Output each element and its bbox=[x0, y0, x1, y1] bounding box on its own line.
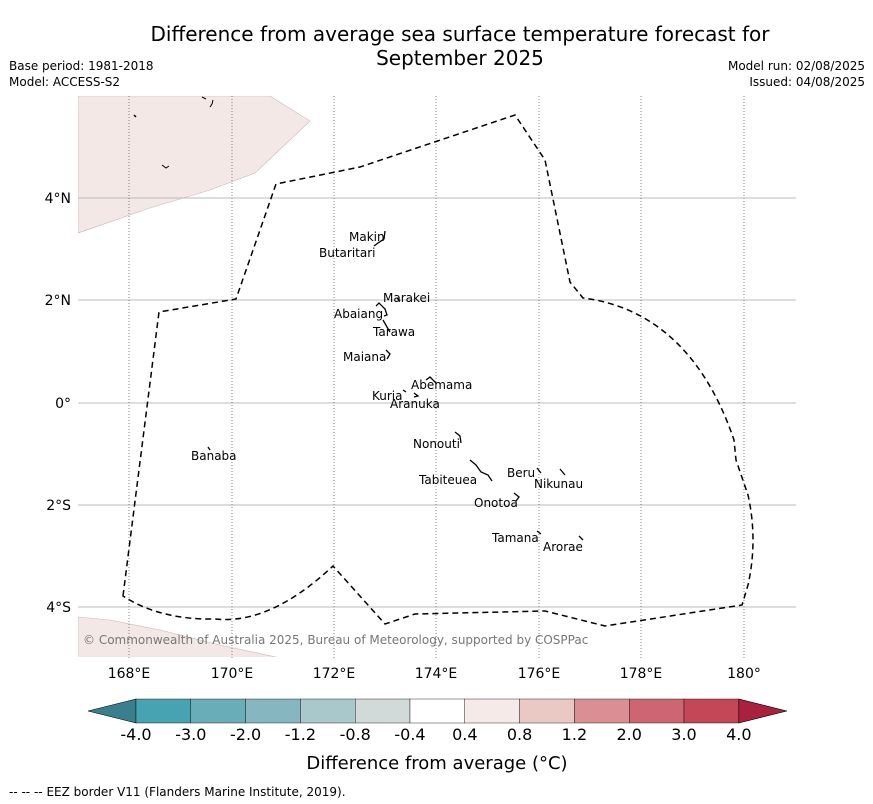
eez-border bbox=[122, 114, 754, 627]
island-label: Banaba bbox=[191, 449, 237, 463]
lon-tick-label: 172°E bbox=[313, 666, 356, 682]
island-outline bbox=[402, 389, 420, 398]
issued-text: Issued: 04/08/2025 bbox=[749, 75, 865, 89]
colorbar-under-arrow bbox=[87, 698, 137, 724]
lat-tick-label: 2°N bbox=[45, 293, 71, 309]
small-island-outline bbox=[133, 114, 137, 118]
island-outline bbox=[396, 297, 401, 302]
lat-tick-label: 4°S bbox=[46, 600, 71, 616]
island-label: Nikunau bbox=[534, 477, 583, 491]
model-text: Model: ACCESS-S2 bbox=[9, 75, 121, 89]
colorbar-tick-label: 0.8 bbox=[507, 725, 532, 744]
island-label: Makin bbox=[349, 230, 385, 244]
colorbar-segment bbox=[355, 698, 411, 724]
island-outline bbox=[536, 530, 584, 541]
colorbar-tick-label: -1.2 bbox=[285, 725, 316, 744]
colorbar-tick-label: 2.0 bbox=[616, 725, 641, 744]
copyright-text: © Commonwealth of Australia 2025, Bureau… bbox=[83, 633, 588, 647]
small-island-outline bbox=[201, 96, 214, 108]
land-layer bbox=[78, 96, 311, 657]
colorbar-tick-label: 4.0 bbox=[726, 725, 751, 744]
island-label: Tarawa bbox=[372, 325, 415, 339]
colorbar-segment bbox=[300, 698, 356, 724]
colorbar-tick-label: 3.0 bbox=[671, 725, 696, 744]
lon-tick-label: 170°E bbox=[211, 666, 254, 682]
island-label: Tamana bbox=[491, 531, 539, 545]
colorbar-label: Difference from average (°C) bbox=[306, 753, 567, 774]
lon-tick-label: 176°E bbox=[518, 666, 561, 682]
model-run-text: Model run: 02/08/2025 bbox=[727, 59, 865, 73]
colorbar-tick-label: -0.8 bbox=[340, 725, 371, 744]
colorbar-segment bbox=[409, 698, 465, 724]
lon-tick-label: 178°E bbox=[620, 666, 663, 682]
title-line-1: Difference from average sea surface temp… bbox=[150, 22, 770, 46]
colorbar-over-arrow bbox=[738, 698, 788, 724]
island-label: Marakei bbox=[383, 291, 430, 305]
colorbar-tick-label: 0.4 bbox=[452, 725, 477, 744]
eez-legend-symbol: -- -- -- bbox=[9, 785, 43, 799]
lat-tick-label: 4°N bbox=[45, 191, 71, 207]
footer-legend: -- -- -- EEZ border V11 (Flanders Marine… bbox=[9, 785, 346, 799]
island-label: Nonouti bbox=[413, 437, 460, 451]
colorbar-tick-label: -0.4 bbox=[394, 725, 425, 744]
lat-tick-label: 0° bbox=[55, 396, 71, 412]
base-period-text: Base period: 1981-2018 bbox=[9, 59, 154, 73]
island-outline bbox=[513, 492, 520, 502]
gridlines bbox=[78, 197, 796, 608]
colorbar-tick-label: -2.0 bbox=[230, 725, 261, 744]
island-label: Aranuka bbox=[390, 397, 440, 411]
island-label: Arorae bbox=[543, 540, 583, 554]
lon-tick-label: 180° bbox=[727, 666, 761, 682]
meta-left: Base period: 1981-2018 Model: ACCESS-S2 bbox=[9, 58, 154, 90]
meta-right: Model run: 02/08/2025 Issued: 04/08/2025 bbox=[728, 58, 865, 90]
island-outline bbox=[536, 467, 566, 476]
lat-axis-labels: 4°N 2°N 0° 2°S 4°S bbox=[45, 191, 72, 616]
island-outline bbox=[207, 446, 211, 451]
island-outline bbox=[469, 459, 493, 482]
colorbar-tick-label: -3.0 bbox=[175, 725, 206, 744]
island-label: Kuria bbox=[372, 389, 403, 403]
island-label: Abaiang bbox=[334, 307, 383, 321]
colorbar-tick-label: 1.2 bbox=[562, 725, 587, 744]
colorbar-segment bbox=[683, 698, 739, 724]
land-mass-south bbox=[78, 616, 278, 657]
small-island-outline bbox=[161, 164, 170, 169]
map-title: Difference from average sea surface temp… bbox=[95, 22, 825, 70]
island-outline bbox=[385, 349, 391, 360]
island-outline bbox=[454, 431, 462, 444]
island-label: Tabiteuea bbox=[418, 473, 477, 487]
colorbar: -4.0 -3.0 -2.0 -1.2 -0.8 -0.4 0.4 0.8 1.2 2.0 3.0 4… bbox=[87, 698, 788, 744]
island-outline bbox=[375, 302, 388, 317]
lon-axis-labels: 168°E 170°E 172°E 174°E 176°E 178°E 180° bbox=[108, 666, 761, 682]
island-outline bbox=[382, 319, 391, 333]
island-label: Maiana bbox=[343, 350, 386, 364]
colorbar-segment bbox=[135, 698, 191, 724]
land-mass-north bbox=[78, 96, 311, 234]
colorbar-tick-label: -4.0 bbox=[120, 725, 151, 744]
islands-layer bbox=[207, 230, 584, 541]
eez-legend-text: EEZ border V11 (Flanders Marine Institut… bbox=[46, 785, 346, 799]
island-label: Butaritari bbox=[319, 246, 376, 260]
island-outline bbox=[373, 230, 386, 247]
colorbar-segment bbox=[574, 698, 630, 724]
title-line-2: September 2025 bbox=[376, 46, 544, 70]
colorbar-segment bbox=[629, 698, 685, 724]
island-label: Beru bbox=[507, 466, 535, 480]
colorbar-segment bbox=[190, 698, 246, 724]
island-label: Abemama bbox=[411, 378, 472, 392]
lat-tick-label: 2°S bbox=[46, 498, 71, 514]
colorbar-segment bbox=[464, 698, 520, 724]
island-label: Onotoa bbox=[474, 496, 518, 510]
colorbar-segment bbox=[519, 698, 575, 724]
island-outline bbox=[425, 376, 437, 384]
lon-gridlines bbox=[128, 96, 745, 659]
colorbar-segment bbox=[245, 698, 301, 724]
lon-tick-label: 168°E bbox=[108, 666, 151, 682]
lon-tick-label: 174°E bbox=[415, 666, 458, 682]
